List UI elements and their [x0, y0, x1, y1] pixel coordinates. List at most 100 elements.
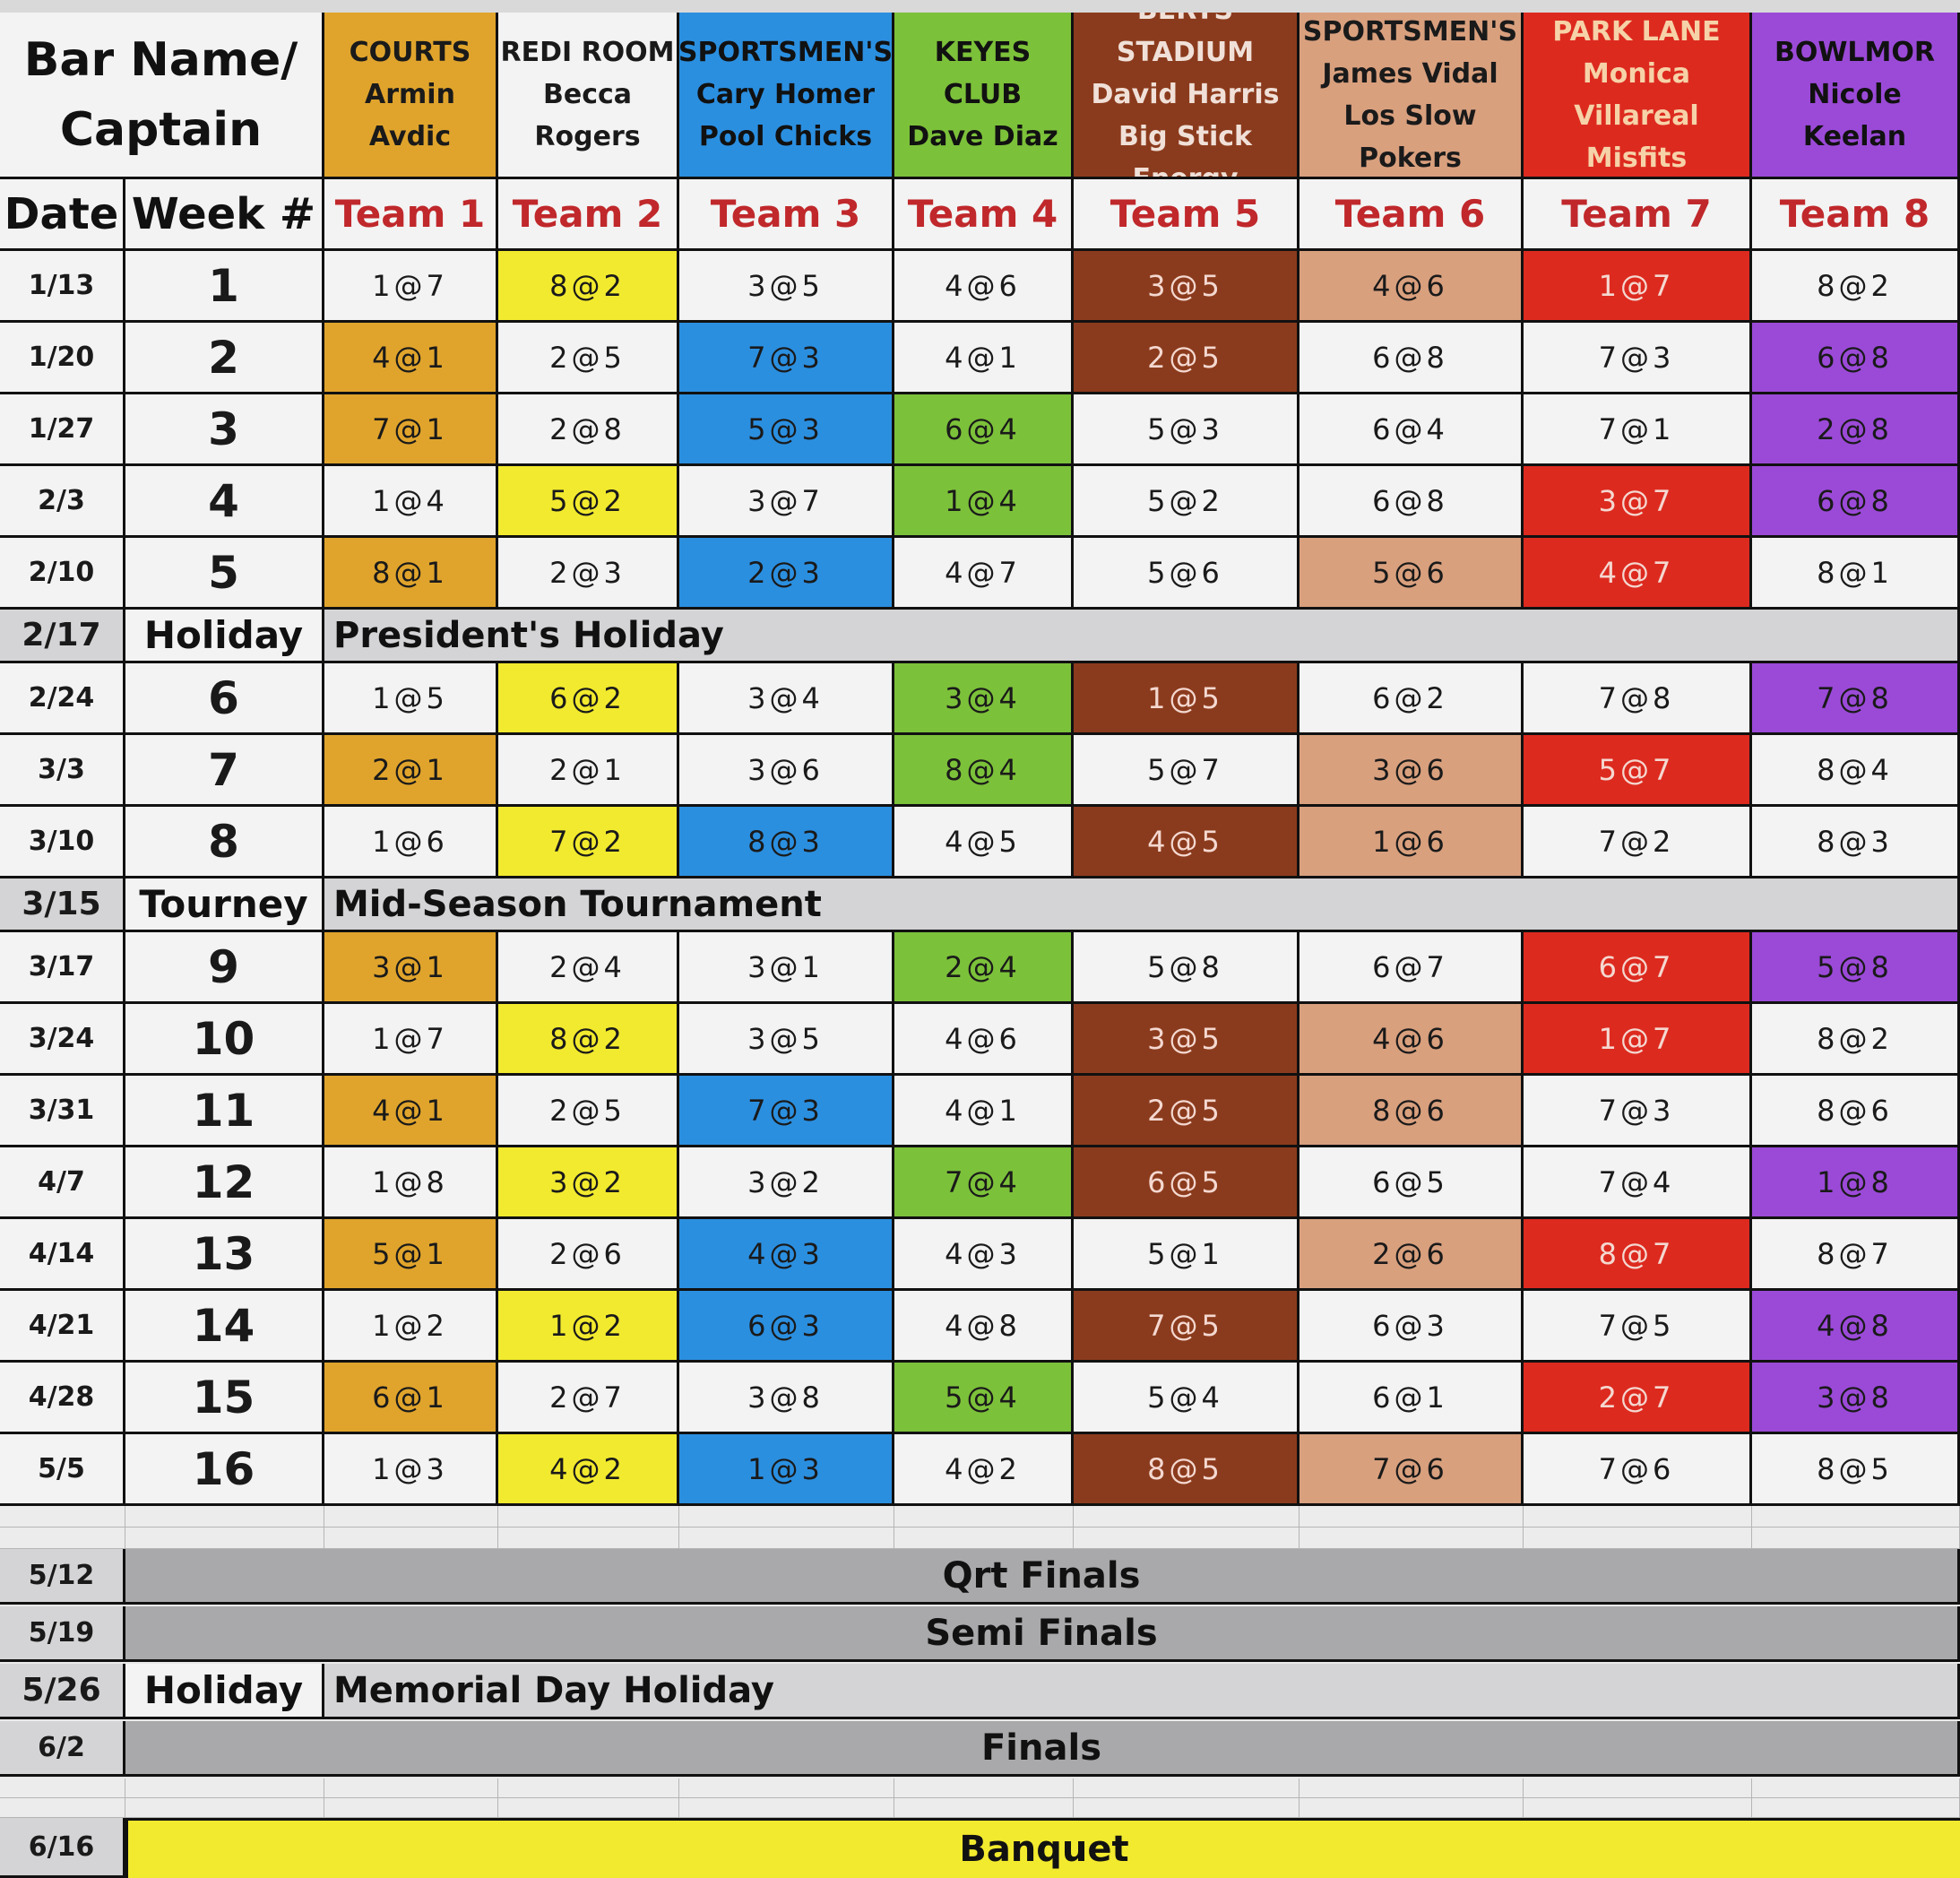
bar-header-team-8[interactable]: BOWLMOR Nicole Keelan	[1752, 13, 1960, 179]
empty-cell[interactable]	[0, 1527, 125, 1549]
matchup-cell[interactable]: 6@3	[1299, 1291, 1524, 1363]
matchup-cell[interactable]: 7@6	[1299, 1434, 1524, 1506]
empty-cell[interactable]	[324, 1798, 498, 1818]
matchup-cell[interactable]: 3@8	[679, 1363, 894, 1434]
matchup-cell[interactable]: 1@4	[894, 466, 1074, 538]
matchup-cell[interactable]: 5@3	[679, 394, 894, 466]
postseason-date-cell[interactable]: 5/12	[0, 1549, 125, 1605]
matchup-cell[interactable]: 2@3	[498, 538, 679, 610]
empty-cell[interactable]	[894, 1506, 1074, 1527]
playoff-bar[interactable]: Finals	[125, 1721, 1960, 1777]
matchup-cell[interactable]: 5@8	[1752, 932, 1960, 1004]
matchup-cell[interactable]: 6@1	[324, 1363, 498, 1434]
empty-cell[interactable]	[498, 1527, 679, 1549]
matchup-cell[interactable]: 5@7	[1074, 735, 1299, 807]
date-cell[interactable]: 2/3	[0, 466, 125, 538]
week-number-cell[interactable]: 13	[125, 1219, 324, 1291]
week-number-cell[interactable]: 6	[125, 663, 324, 735]
matchup-cell[interactable]: 6@8	[1299, 323, 1524, 394]
empty-cell[interactable]	[1524, 1798, 1752, 1818]
matchup-cell[interactable]: 5@3	[1074, 394, 1299, 466]
date-cell[interactable]: 2/10	[0, 538, 125, 610]
matchup-cell[interactable]: 7@6	[1524, 1434, 1752, 1506]
matchup-cell[interactable]: 2@6	[1299, 1219, 1524, 1291]
matchup-cell[interactable]: 6@4	[894, 394, 1074, 466]
matchup-cell[interactable]: 7@8	[1524, 663, 1752, 735]
bar-header-team-3[interactable]: SPORTSMEN'S Cary Homer Pool Chicks	[679, 13, 894, 179]
week-number-cell[interactable]: 8	[125, 807, 324, 878]
matchup-cell[interactable]: 8@2	[1752, 1004, 1960, 1076]
matchup-cell[interactable]: 3@6	[679, 735, 894, 807]
empty-cell[interactable]	[1524, 1778, 1752, 1798]
matchup-cell[interactable]: 5@6	[1299, 538, 1524, 610]
empty-cell[interactable]	[125, 1778, 324, 1798]
empty-cell[interactable]	[1524, 1506, 1752, 1527]
date-cell[interactable]: 3/17	[0, 932, 125, 1004]
matchup-cell[interactable]: 1@4	[324, 466, 498, 538]
week-number-cell[interactable]: 3	[125, 394, 324, 466]
team-label-7[interactable]: Team 7	[1524, 179, 1752, 251]
matchup-cell[interactable]: 2@5	[1074, 323, 1299, 394]
matchup-cell[interactable]: 1@8	[324, 1147, 498, 1219]
empty-cell[interactable]	[1074, 1527, 1299, 1549]
matchup-cell[interactable]: 2@5	[498, 323, 679, 394]
matchup-cell[interactable]: 4@8	[894, 1291, 1074, 1363]
matchup-cell[interactable]: 7@5	[1074, 1291, 1299, 1363]
week-number-cell[interactable]: 16	[125, 1434, 324, 1506]
matchup-cell[interactable]: 1@6	[324, 807, 498, 878]
matchup-cell[interactable]: 3@5	[1074, 251, 1299, 323]
matchup-cell[interactable]: 6@3	[679, 1291, 894, 1363]
matchup-cell[interactable]: 1@6	[1299, 807, 1524, 878]
matchup-cell[interactable]: 2@1	[324, 735, 498, 807]
band-date-cell[interactable]: 3/15	[0, 878, 125, 932]
empty-cell[interactable]	[679, 1798, 894, 1818]
postseason-date-cell[interactable]: 5/19	[0, 1606, 125, 1662]
matchup-cell[interactable]: 4@1	[894, 1076, 1074, 1147]
postseason-week-cell[interactable]: Holiday	[125, 1664, 324, 1719]
empty-cell[interactable]	[679, 1527, 894, 1549]
week-number-cell[interactable]: 12	[125, 1147, 324, 1219]
date-cell[interactable]: 1/27	[0, 394, 125, 466]
matchup-cell[interactable]: 8@5	[1074, 1434, 1299, 1506]
matchup-cell[interactable]: 2@4	[498, 932, 679, 1004]
team-label-6[interactable]: Team 6	[1299, 179, 1524, 251]
matchup-cell[interactable]: 2@8	[1752, 394, 1960, 466]
matchup-cell[interactable]: 7@3	[679, 1076, 894, 1147]
team-label-1[interactable]: Team 1	[324, 179, 498, 251]
empty-cell[interactable]	[125, 1798, 324, 1818]
matchup-cell[interactable]: 7@5	[1524, 1291, 1752, 1363]
date-cell[interactable]: 1/20	[0, 323, 125, 394]
matchup-cell[interactable]: 1@7	[1524, 251, 1752, 323]
matchup-cell[interactable]: 2@3	[679, 538, 894, 610]
matchup-cell[interactable]: 3@5	[679, 251, 894, 323]
bar-header-team-7[interactable]: PARK LANE Monica Villareal Misfits	[1524, 13, 1752, 179]
week-number-cell[interactable]: 1	[125, 251, 324, 323]
band-week-cell[interactable]: Holiday	[125, 610, 324, 663]
matchup-cell[interactable]: 5@8	[1074, 932, 1299, 1004]
matchup-cell[interactable]: 6@2	[498, 663, 679, 735]
band-date-cell[interactable]: 2/17	[0, 610, 125, 663]
empty-cell[interactable]	[1074, 1798, 1299, 1818]
matchup-cell[interactable]: 7@2	[1524, 807, 1752, 878]
matchup-cell[interactable]: 2@6	[498, 1219, 679, 1291]
empty-cell[interactable]	[324, 1527, 498, 1549]
matchup-cell[interactable]: 7@4	[894, 1147, 1074, 1219]
team-label-5[interactable]: Team 5	[1074, 179, 1299, 251]
matchup-cell[interactable]: 1@8	[1752, 1147, 1960, 1219]
matchup-cell[interactable]: 3@1	[679, 932, 894, 1004]
matchup-cell[interactable]: 6@8	[1752, 323, 1960, 394]
matchup-cell[interactable]: 1@7	[324, 1004, 498, 1076]
matchup-cell[interactable]: 4@6	[894, 251, 1074, 323]
matchup-cell[interactable]: 4@8	[1752, 1291, 1960, 1363]
date-cell[interactable]: 4/21	[0, 1291, 125, 1363]
band-week-cell[interactable]: Tourney	[125, 878, 324, 932]
empty-cell[interactable]	[324, 1506, 498, 1527]
matchup-cell[interactable]: 2@7	[498, 1363, 679, 1434]
date-cell[interactable]: 3/31	[0, 1076, 125, 1147]
matchup-cell[interactable]: 8@3	[679, 807, 894, 878]
matchup-cell[interactable]: 7@4	[1524, 1147, 1752, 1219]
matchup-cell[interactable]: 4@7	[894, 538, 1074, 610]
matchup-cell[interactable]: 2@5	[1074, 1076, 1299, 1147]
matchup-cell[interactable]: 2@7	[1524, 1363, 1752, 1434]
empty-cell[interactable]	[1074, 1778, 1299, 1798]
